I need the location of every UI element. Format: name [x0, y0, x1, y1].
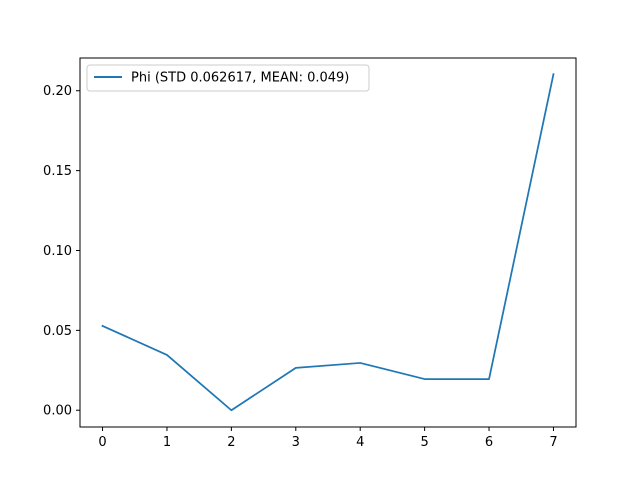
x-tick-label: 1 [163, 435, 171, 450]
x-tick-label: 5 [420, 435, 428, 450]
legend: Phi (STD 0.062617, MEAN: 0.049) [86, 64, 370, 92]
y-axis-ticks: 0.00 0.05 0.10 0.15 0.20 [43, 84, 80, 419]
x-axis-ticks: 0 1 2 3 4 5 6 7 [98, 427, 558, 450]
x-tick-label: 7 [549, 435, 557, 450]
y-tick-label: 0.10 [43, 244, 72, 259]
y-tick-label: 0.15 [43, 164, 72, 179]
x-tick-label: 2 [227, 435, 235, 450]
x-tick-label: 6 [485, 435, 493, 450]
series-line-phi [101, 73, 555, 412]
legend-box [86, 64, 370, 92]
y-tick-label: 0.20 [43, 84, 72, 99]
x-tick-label: 3 [292, 435, 300, 450]
y-tick-label: 0.05 [43, 324, 72, 339]
y-tick-label: 0.00 [43, 404, 72, 419]
series-layer [101, 73, 555, 412]
x-tick-label: 0 [98, 435, 106, 450]
legend-label: Phi (STD 0.062617, MEAN: 0.049) [131, 71, 349, 86]
plot-frame [79, 57, 577, 428]
x-tick-label: 4 [356, 435, 364, 450]
